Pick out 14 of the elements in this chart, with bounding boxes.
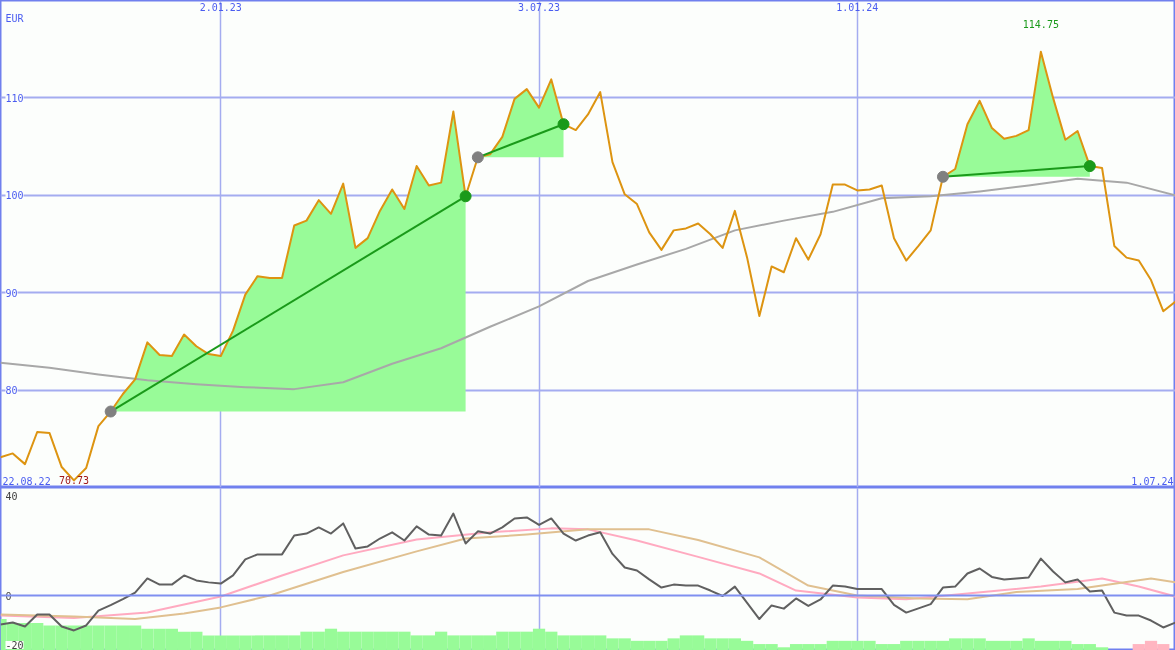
x-tick-label: 2.01.23 [199,1,242,13]
x-tick-label: 3.07.23 [517,1,561,13]
y-axis-title: EUR [5,12,25,24]
y-tick-label: 90 [5,287,18,299]
y-tick-label: 40 [5,491,18,503]
annotation: 70.73 [58,475,89,487]
y-tick-label: 100 [5,190,24,202]
annotation: 22.08.22 [2,475,51,487]
y-tick-label: 110 [5,92,24,104]
annotation: 114.75 [1022,18,1059,30]
y-tick-label: -20 [5,640,24,650]
x-tick-label: 1.01.24 [836,1,879,13]
y-tick-label: 80 [5,385,18,397]
annotation: 1.07.24 [1131,475,1174,487]
